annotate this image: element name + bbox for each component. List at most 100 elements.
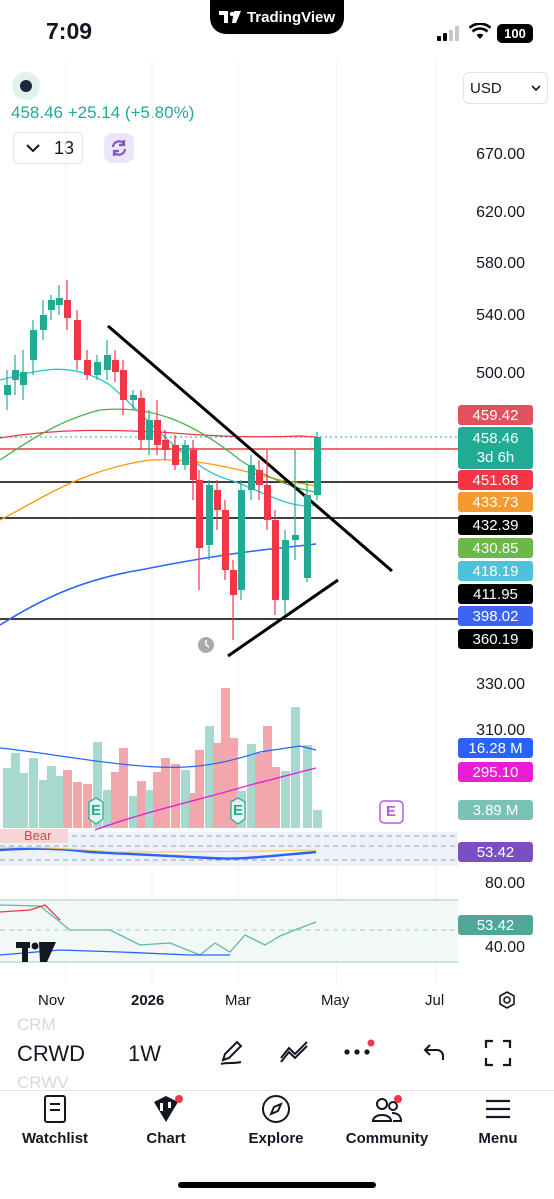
time-axis-label: 2026 (131, 992, 165, 1009)
volume-bar (111, 772, 120, 828)
volume-bar (63, 770, 72, 828)
earnings-label: E (233, 802, 244, 819)
community-icon (371, 1095, 403, 1122)
candle-body (138, 398, 145, 440)
bear-label: Bear (24, 828, 52, 843)
price-tag: 411.95 (458, 584, 533, 604)
tab-label: Chart (146, 1130, 186, 1147)
candle-body (74, 320, 81, 360)
volume-bar (93, 742, 102, 828)
tab-label: Watchlist (21, 1130, 89, 1147)
tradingview-badge: TradingView (210, 0, 344, 34)
tab-menu[interactable]: Menu (443, 1094, 553, 1154)
candle-body (56, 298, 63, 305)
oscillator-tag: 53.42 (458, 915, 533, 935)
tab-chart[interactable]: Chart (111, 1094, 221, 1154)
candle-body (120, 370, 127, 400)
price-axis-label: 670.00 (476, 146, 525, 163)
volume-bar (213, 743, 222, 828)
volume-bar (181, 770, 190, 828)
volume-bar (221, 688, 230, 828)
volume-bar (129, 796, 138, 828)
candle-body (282, 540, 289, 600)
currency-value: USD (470, 79, 502, 97)
candle-body (256, 470, 263, 485)
tab-label: Explore (248, 1130, 304, 1147)
price-axis-label: 580.00 (476, 255, 525, 272)
undo-icon[interactable] (422, 1042, 446, 1062)
price-tag: 418.19 (458, 561, 533, 581)
volume-bar (255, 753, 264, 828)
tradingview-logo-icon (218, 11, 241, 23)
wifi-icon (469, 23, 491, 39)
candle-body (146, 420, 153, 440)
hamburger-menu-icon (486, 1099, 510, 1119)
volume-value-tag: 3.89 M (458, 800, 533, 820)
chart-icon (154, 1095, 183, 1122)
chart-settings-icon[interactable] (497, 990, 517, 1010)
next-symbol-ghost: CRWV (17, 1073, 69, 1092)
volume-bar (313, 810, 322, 828)
candle-body (84, 360, 91, 375)
price-tag: 451.68 (458, 470, 533, 490)
indicator-collapse-button[interactable]: 13 (13, 132, 83, 164)
drawing-tool-icon[interactable] (217, 1038, 245, 1066)
time-axis-label: Jul (425, 992, 445, 1009)
earnings-marker[interactable] (88, 797, 104, 825)
volume-bar (83, 784, 92, 828)
volume-bar (11, 753, 20, 828)
price-tag: 459.42 (458, 405, 533, 425)
volume-bar (229, 738, 238, 828)
candle-body (154, 420, 161, 445)
volume-bar (271, 767, 280, 828)
sync-button[interactable] (104, 133, 134, 163)
candle-body (264, 485, 271, 520)
fullscreen-icon[interactable] (484, 1039, 512, 1067)
tab-explore[interactable]: Explore (221, 1094, 331, 1154)
candle-body (230, 570, 237, 595)
bar-countdown: 3d 6h (476, 449, 515, 466)
price-chart-canvas[interactable] (0, 60, 458, 990)
price-tag: 433.73 (458, 492, 533, 512)
candle-body (222, 510, 229, 570)
candle-body (214, 490, 221, 510)
candle-body (130, 395, 137, 400)
volume-bar (47, 766, 56, 828)
candle-body (248, 465, 255, 490)
market-status-dot[interactable] (12, 72, 40, 100)
symbol-selector[interactable]: CRWD (17, 1041, 86, 1066)
candle-body (94, 362, 101, 375)
last-price-tag: 458.46 3d 6h (458, 427, 533, 469)
volume-bar (137, 781, 146, 828)
time-axis-label: Mar (225, 992, 251, 1009)
candle-body (272, 520, 279, 600)
volume-bar (29, 758, 38, 828)
candle-body (4, 385, 11, 395)
price-axis-label: 620.00 (476, 204, 525, 221)
timeframe-selector[interactable]: 1W (128, 1041, 161, 1066)
earnings-marker[interactable] (230, 797, 246, 825)
volume-bar (153, 772, 162, 828)
volume-bar (161, 758, 170, 828)
chevron-down-icon (531, 84, 541, 91)
volume-bar (171, 764, 180, 828)
price-tag: 398.02 (458, 606, 533, 626)
candle-body (304, 495, 311, 578)
earnings-label: E (91, 802, 102, 819)
volume-bar (263, 726, 272, 828)
tab-community[interactable]: Community (332, 1094, 442, 1154)
status-time: 7:09 (46, 18, 93, 44)
cellular-signal-icon (437, 26, 459, 41)
alarm-icon[interactable] (198, 637, 214, 653)
more-options-icon[interactable] (343, 1038, 375, 1062)
candle-body (104, 355, 111, 370)
indicators-icon[interactable] (279, 1040, 309, 1064)
tab-watchlist[interactable]: Watchlist (0, 1094, 110, 1154)
osc-axis-label: 80.00 (484, 875, 525, 892)
price-axis-label: 330.00 (476, 676, 525, 693)
volume-bar (19, 773, 28, 828)
earnings-upcoming-marker[interactable] (379, 800, 404, 824)
volume-bar (291, 707, 300, 828)
volume-bar (39, 780, 48, 828)
currency-select[interactable]: USD (463, 72, 548, 104)
